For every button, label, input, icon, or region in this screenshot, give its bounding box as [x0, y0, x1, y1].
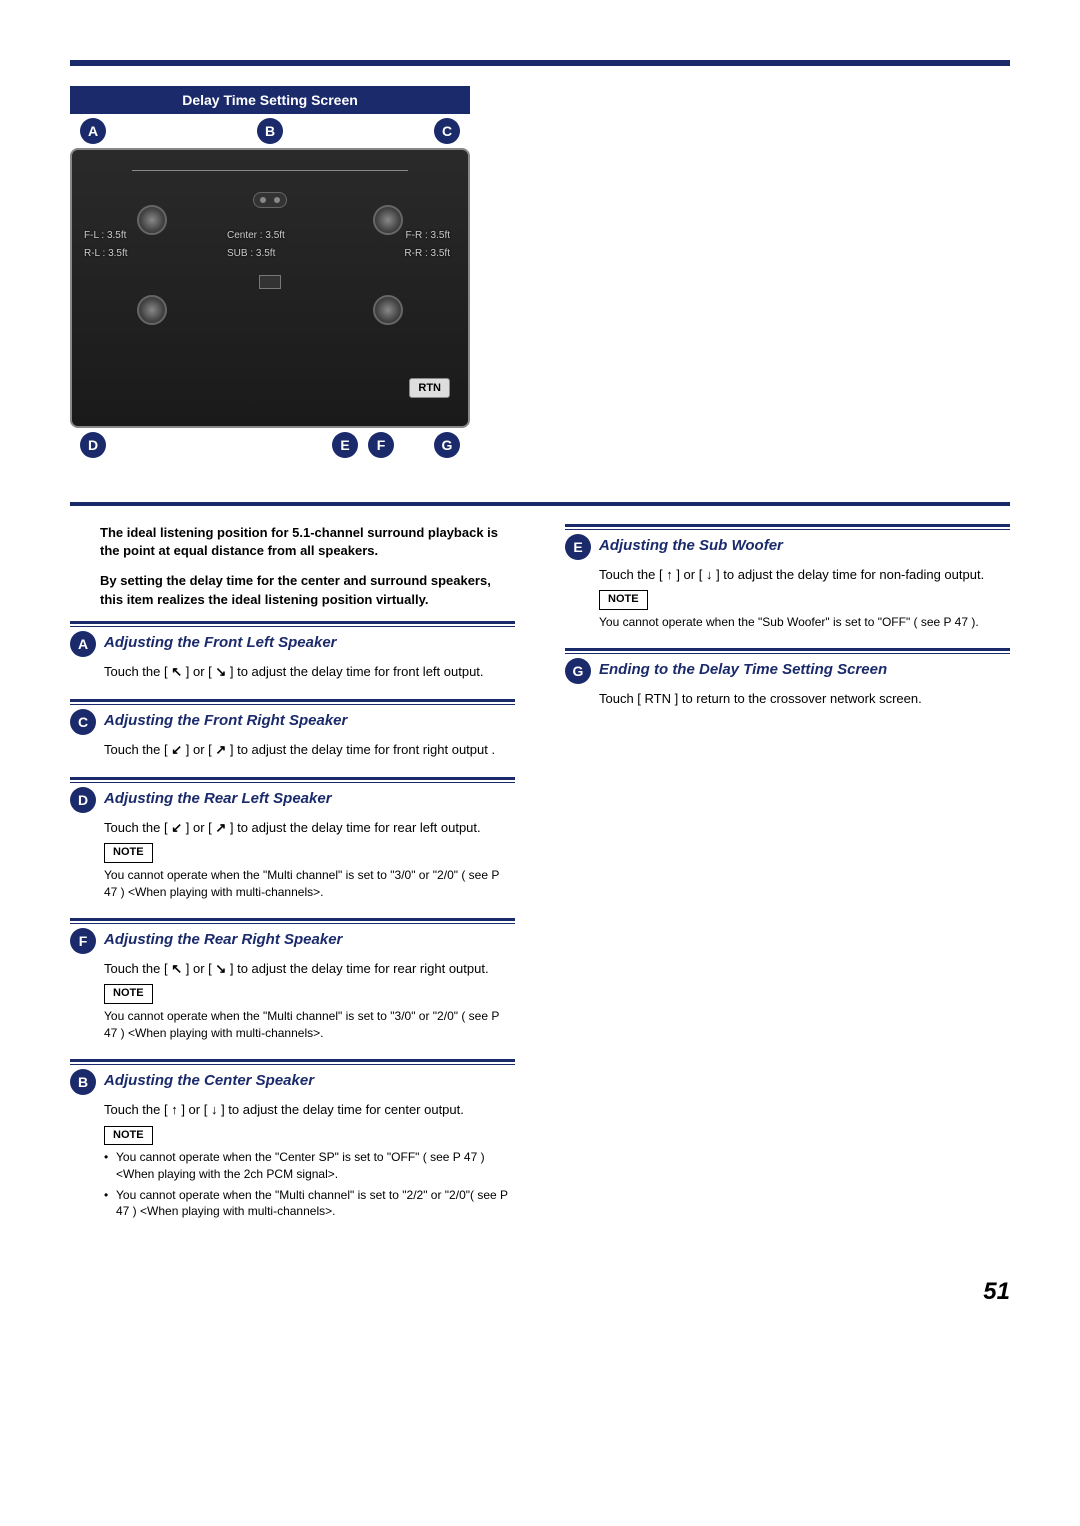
section-e-body: Touch the [ ↑ ] or [ ↓ ] to adjust the d… — [565, 566, 1010, 630]
fr-label: F-R : 3.5ft — [406, 230, 450, 241]
arrow-ul-icon: ↖ — [171, 960, 182, 978]
top-label-row: A B C — [70, 114, 470, 148]
section-e-note: You cannot operate when the "Sub Woofer"… — [599, 614, 1010, 631]
section-c: C Adjusting the Front Right Speaker Touc… — [70, 699, 515, 759]
subwoofer-icon — [259, 275, 281, 289]
section-f-title: Adjusting the Rear Right Speaker — [104, 928, 342, 950]
page-number: 51 — [70, 1278, 1010, 1306]
rr-label: R-R : 3.5ft — [404, 248, 450, 259]
arrow-ur-icon: ↗ — [215, 819, 226, 837]
section-g-body: Touch [ RTN ] to return to the crossover… — [565, 690, 1010, 708]
section-e-title: Adjusting the Sub Woofer — [599, 534, 783, 556]
right-column: E Adjusting the Sub Woofer Touch the [ ↑… — [565, 524, 1010, 1238]
arrow-dl-icon: ↙ — [171, 741, 182, 759]
section-g: G Ending to the Delay Time Setting Scree… — [565, 648, 1010, 708]
arrow-dr-icon: ↘ — [215, 663, 226, 681]
note-label: NOTE — [104, 843, 153, 862]
section-e-badge: E — [565, 534, 591, 560]
rear-right-speaker-icon — [373, 295, 403, 325]
section-d: D Adjusting the Rear Left Speaker Touch … — [70, 777, 515, 900]
front-right-speaker-icon — [373, 205, 403, 235]
callout-f: F — [368, 432, 394, 458]
rtn-button[interactable]: RTN — [409, 378, 450, 398]
section-d-badge: D — [70, 787, 96, 813]
section-b-body: Touch the [ ↑ ] or [ ↓ ] to adjust the d… — [70, 1101, 515, 1220]
callout-g: G — [434, 432, 460, 458]
section-b-note-2: You cannot operate when the "Multi chann… — [104, 1187, 515, 1221]
divider-bar — [70, 502, 1010, 506]
center-label: Center : 3.5ft — [227, 230, 285, 241]
callout-b: B — [257, 118, 283, 144]
sub-label: SUB : 3.5ft — [227, 248, 275, 259]
section-g-badge: G — [565, 658, 591, 684]
note-label: NOTE — [104, 1126, 153, 1145]
section-a-title: Adjusting the Front Left Speaker — [104, 631, 337, 653]
section-d-note: You cannot operate when the "Multi chann… — [104, 867, 515, 901]
section-b: B Adjusting the Center Speaker Touch the… — [70, 1059, 515, 1220]
note-label: NOTE — [104, 984, 153, 1003]
section-c-badge: C — [70, 709, 96, 735]
fl-label: F-L : 3.5ft — [84, 230, 126, 241]
section-a-badge: A — [70, 631, 96, 657]
delay-time-diagram: F-L : 3.5ft R-L : 3.5ft F-R : 3.5ft R-R … — [70, 148, 470, 428]
front-left-speaker-icon — [137, 205, 167, 235]
center-speaker-icon — [253, 192, 287, 208]
section-d-title: Adjusting the Rear Left Speaker — [104, 787, 332, 809]
rl-label: R-L : 3.5ft — [84, 248, 128, 259]
section-a-body: Touch the [ ↖ ] or [ ↘ ] to adjust the d… — [70, 663, 515, 681]
callout-e: E — [332, 432, 358, 458]
arrow-dr-icon: ↘ — [215, 960, 226, 978]
rear-left-speaker-icon — [137, 295, 167, 325]
bottom-label-row: D E F G — [70, 428, 470, 462]
section-f-note: You cannot operate when the "Multi chann… — [104, 1008, 515, 1042]
diagram-container: Delay Time Setting Screen A B C F-L : 3.… — [70, 86, 470, 462]
section-b-note-1: You cannot operate when the "Center SP" … — [104, 1149, 515, 1183]
intro-paragraph-1: The ideal listening position for 5.1-cha… — [70, 524, 515, 560]
screen-title: Delay Time Setting Screen — [70, 86, 470, 114]
callout-a: A — [80, 118, 106, 144]
section-b-badge: B — [70, 1069, 96, 1095]
section-f-body: Touch the [ ↖ ] or [ ↘ ] to adjust the d… — [70, 960, 515, 1041]
section-f: F Adjusting the Rear Right Speaker Touch… — [70, 918, 515, 1041]
section-e: E Adjusting the Sub Woofer Touch the [ ↑… — [565, 524, 1010, 630]
section-c-body: Touch the [ ↙ ] or [ ↗ ] to adjust the d… — [70, 741, 515, 759]
section-b-title: Adjusting the Center Speaker — [104, 1069, 314, 1091]
intro-paragraph-2: By setting the delay time for the center… — [70, 572, 515, 608]
arrow-dl-icon: ↙ — [171, 819, 182, 837]
section-c-title: Adjusting the Front Right Speaker — [104, 709, 347, 731]
section-f-badge: F — [70, 928, 96, 954]
callout-d: D — [80, 432, 106, 458]
arrow-ul-icon: ↖ — [171, 663, 182, 681]
section-d-body: Touch the [ ↙ ] or [ ↗ ] to adjust the d… — [70, 819, 515, 900]
left-column: The ideal listening position for 5.1-cha… — [70, 524, 515, 1238]
callout-c: C — [434, 118, 460, 144]
section-g-title: Ending to the Delay Time Setting Screen — [599, 658, 887, 680]
section-a: A Adjusting the Front Left Speaker Touch… — [70, 621, 515, 681]
note-label: NOTE — [599, 590, 648, 609]
page-top-bar — [70, 60, 1010, 66]
arrow-ur-icon: ↗ — [215, 741, 226, 759]
